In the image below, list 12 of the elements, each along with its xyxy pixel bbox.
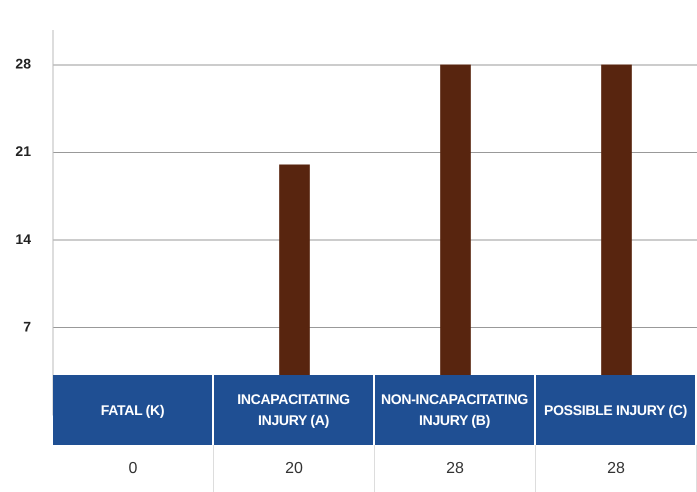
x-tick-label: INCAPACITATING INJURY (A) — [214, 375, 375, 445]
y-tick-label: 28 — [15, 56, 32, 72]
data-label: 28 — [536, 445, 697, 492]
data-label: 0 — [53, 445, 214, 492]
x-tick-label: POSSIBLE INJURY (C) — [536, 375, 697, 445]
y-tick-label: 21 — [15, 143, 32, 160]
y-tick-label: 7 — [23, 318, 32, 334]
data-label: 28 — [375, 445, 536, 492]
x-tick-label: NON-INCAPACITATING INJURY (B) — [375, 375, 536, 445]
data-label: 20 — [214, 445, 375, 492]
x-tick-label: FATAL (K) — [53, 375, 214, 445]
y-tick-label: 14 — [15, 230, 32, 247]
